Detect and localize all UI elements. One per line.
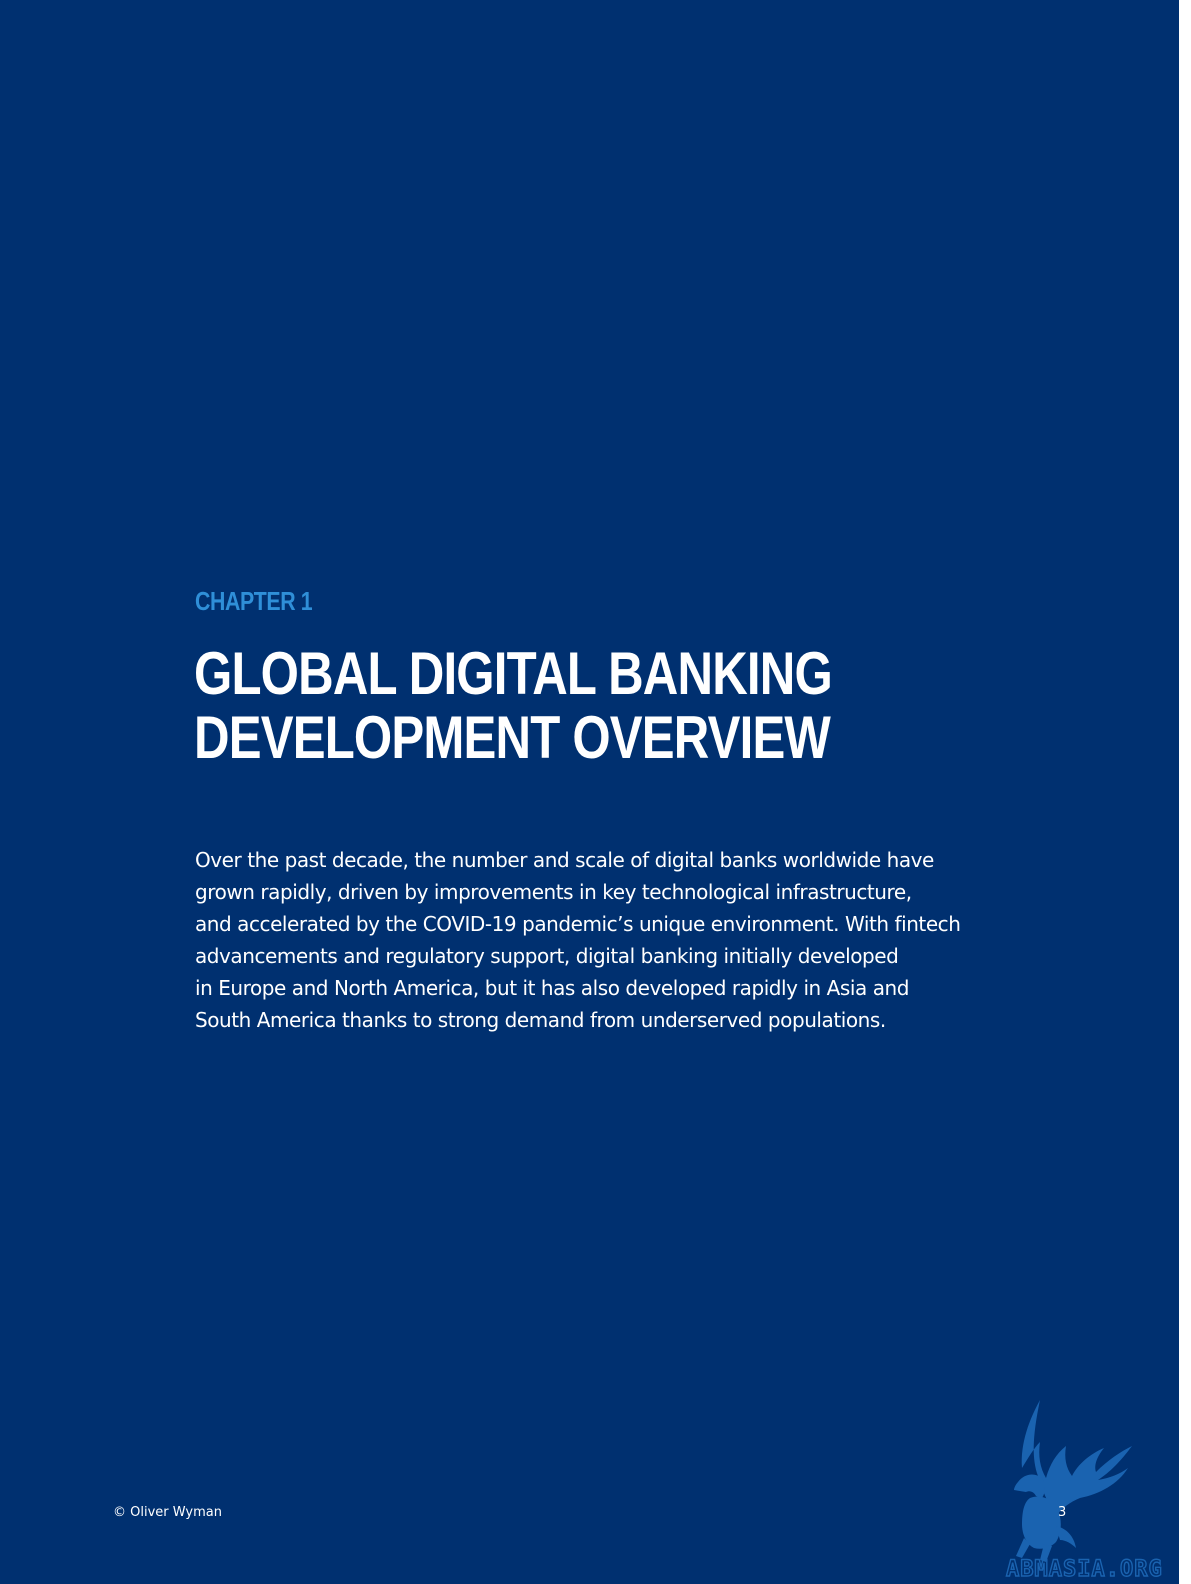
griffin-logo-shape xyxy=(1014,1400,1132,1562)
griffin-logo-icon xyxy=(1014,1400,1132,1562)
intro-line: and accelerated by the COVID-19 pandemic… xyxy=(195,912,961,936)
watermark-text: ABMASIA.ORG xyxy=(1006,1557,1163,1582)
intro-line: advancements and regulatory support, dig… xyxy=(195,944,899,968)
chapter-title: GLOBAL DIGITAL BANKING DEVELOPMENT OVERV… xyxy=(194,640,833,771)
chapter-label: CHAPTER 1 xyxy=(195,586,313,616)
watermark: ABMASIA.ORG xyxy=(1000,1398,1179,1584)
intro-line: grown rapidly, driven by improvements in… xyxy=(195,880,912,904)
watermark-text-graphic: ABMASIA.ORG xyxy=(1005,1556,1163,1582)
page-edge xyxy=(1179,0,1191,1584)
chapter-title-line: GLOBAL DIGITAL BANKING xyxy=(194,640,833,707)
chapter-title-line: DEVELOPMENT OVERVIEW xyxy=(194,704,831,771)
intro-line: Over the past decade, the number and sca… xyxy=(195,848,934,872)
intro-paragraph: Over the past decade, the number and sca… xyxy=(195,844,1015,1036)
intro-line: in Europe and North America, but it has … xyxy=(195,976,909,1000)
page-number: 3 xyxy=(1058,1505,1067,1520)
intro-line: South America thanks to strong demand fr… xyxy=(195,1008,886,1032)
footer-copyright: © Oliver Wyman xyxy=(113,1505,222,1520)
